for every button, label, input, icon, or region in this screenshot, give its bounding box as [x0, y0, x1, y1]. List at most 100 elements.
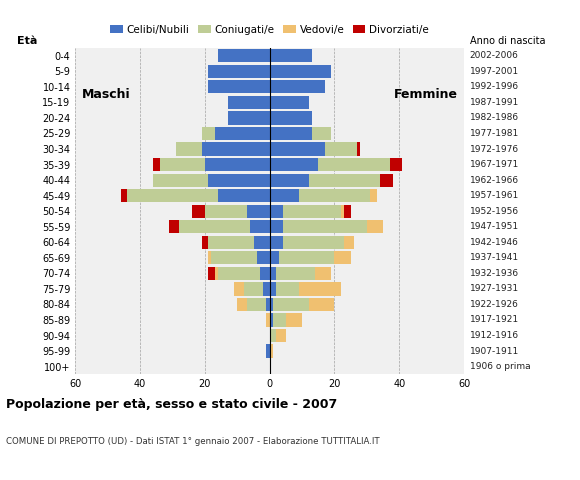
- Bar: [341, 204, 344, 218]
- Bar: [227, 111, 270, 124]
- Bar: [270, 173, 309, 187]
- Bar: [276, 282, 299, 296]
- Text: 1972-1976: 1972-1976: [470, 144, 519, 154]
- Bar: [367, 220, 383, 233]
- Bar: [270, 143, 325, 156]
- Bar: [208, 236, 253, 249]
- Bar: [218, 49, 270, 62]
- Bar: [121, 189, 127, 202]
- Text: COMUNE DI PREPOTTO (UD) - Dati ISTAT 1° gennaio 2007 - Elaborazione TUTTITALIA.I: COMUNE DI PREPOTTO (UD) - Dati ISTAT 1° …: [6, 437, 379, 446]
- Bar: [263, 282, 270, 296]
- Bar: [276, 267, 315, 280]
- Bar: [257, 251, 270, 264]
- Bar: [280, 251, 335, 264]
- Bar: [251, 220, 270, 233]
- Bar: [179, 220, 251, 233]
- Text: 1987-1991: 1987-1991: [470, 98, 519, 107]
- Text: Anno di nascita: Anno di nascita: [470, 36, 545, 46]
- Bar: [266, 345, 270, 358]
- Bar: [312, 127, 331, 140]
- Bar: [208, 267, 215, 280]
- Text: 1992-1996: 1992-1996: [470, 83, 519, 91]
- Bar: [344, 236, 354, 249]
- Bar: [273, 298, 309, 311]
- Bar: [208, 251, 212, 264]
- Bar: [276, 329, 286, 342]
- Bar: [270, 282, 276, 296]
- Bar: [370, 189, 376, 202]
- Bar: [286, 313, 302, 326]
- Bar: [205, 158, 270, 171]
- Bar: [282, 204, 341, 218]
- Bar: [270, 298, 273, 311]
- Bar: [270, 189, 299, 202]
- Text: 1942-1946: 1942-1946: [470, 238, 519, 247]
- Text: 1947-1951: 1947-1951: [470, 222, 519, 231]
- Bar: [390, 158, 403, 171]
- Bar: [270, 65, 331, 78]
- Bar: [270, 345, 273, 358]
- Bar: [160, 158, 205, 171]
- Text: 1977-1981: 1977-1981: [470, 129, 519, 138]
- Text: 1906 o prima: 1906 o prima: [470, 362, 531, 371]
- Text: 1907-1911: 1907-1911: [470, 347, 519, 356]
- Bar: [127, 189, 218, 202]
- Text: 1997-2001: 1997-2001: [470, 67, 519, 76]
- Bar: [299, 282, 341, 296]
- Bar: [247, 204, 270, 218]
- Bar: [270, 127, 312, 140]
- Bar: [253, 236, 270, 249]
- Bar: [309, 173, 380, 187]
- Bar: [335, 251, 351, 264]
- Text: Maschi: Maschi: [82, 88, 130, 101]
- Text: 1917-1921: 1917-1921: [470, 315, 519, 324]
- Bar: [202, 143, 270, 156]
- Text: 1962-1966: 1962-1966: [470, 176, 519, 185]
- Bar: [309, 298, 335, 311]
- Bar: [212, 251, 257, 264]
- Bar: [244, 282, 263, 296]
- Bar: [237, 298, 247, 311]
- Bar: [270, 220, 282, 233]
- Bar: [218, 267, 260, 280]
- Bar: [270, 204, 282, 218]
- Bar: [282, 220, 367, 233]
- Bar: [315, 267, 331, 280]
- Bar: [153, 158, 160, 171]
- Bar: [270, 313, 273, 326]
- Bar: [153, 173, 208, 187]
- Bar: [215, 267, 218, 280]
- Text: 1932-1936: 1932-1936: [470, 269, 519, 278]
- Text: 2002-2006: 2002-2006: [470, 51, 519, 60]
- Bar: [270, 329, 276, 342]
- Bar: [208, 173, 270, 187]
- Bar: [260, 267, 270, 280]
- Bar: [176, 143, 202, 156]
- Bar: [192, 204, 205, 218]
- Bar: [299, 189, 370, 202]
- Bar: [380, 173, 393, 187]
- Bar: [270, 80, 325, 94]
- Text: Popolazione per età, sesso e stato civile - 2007: Popolazione per età, sesso e stato civil…: [6, 398, 337, 411]
- Bar: [202, 236, 208, 249]
- Text: 1922-1926: 1922-1926: [470, 300, 519, 309]
- Text: Età: Età: [17, 36, 38, 46]
- Bar: [270, 96, 309, 109]
- Bar: [227, 96, 270, 109]
- Bar: [205, 204, 247, 218]
- Text: 1927-1931: 1927-1931: [470, 285, 519, 293]
- Text: 1912-1916: 1912-1916: [470, 331, 519, 340]
- Text: 1967-1971: 1967-1971: [470, 160, 519, 169]
- Legend: Celibi/Nubili, Coniugati/e, Vedovi/e, Divorziati/e: Celibi/Nubili, Coniugati/e, Vedovi/e, Di…: [106, 21, 433, 39]
- Bar: [318, 158, 390, 171]
- Bar: [247, 298, 266, 311]
- Bar: [208, 80, 270, 94]
- Bar: [218, 189, 270, 202]
- Bar: [282, 236, 344, 249]
- Bar: [208, 65, 270, 78]
- Bar: [202, 127, 215, 140]
- Bar: [325, 143, 357, 156]
- Bar: [357, 143, 360, 156]
- Bar: [270, 111, 312, 124]
- Text: 1982-1986: 1982-1986: [470, 113, 519, 122]
